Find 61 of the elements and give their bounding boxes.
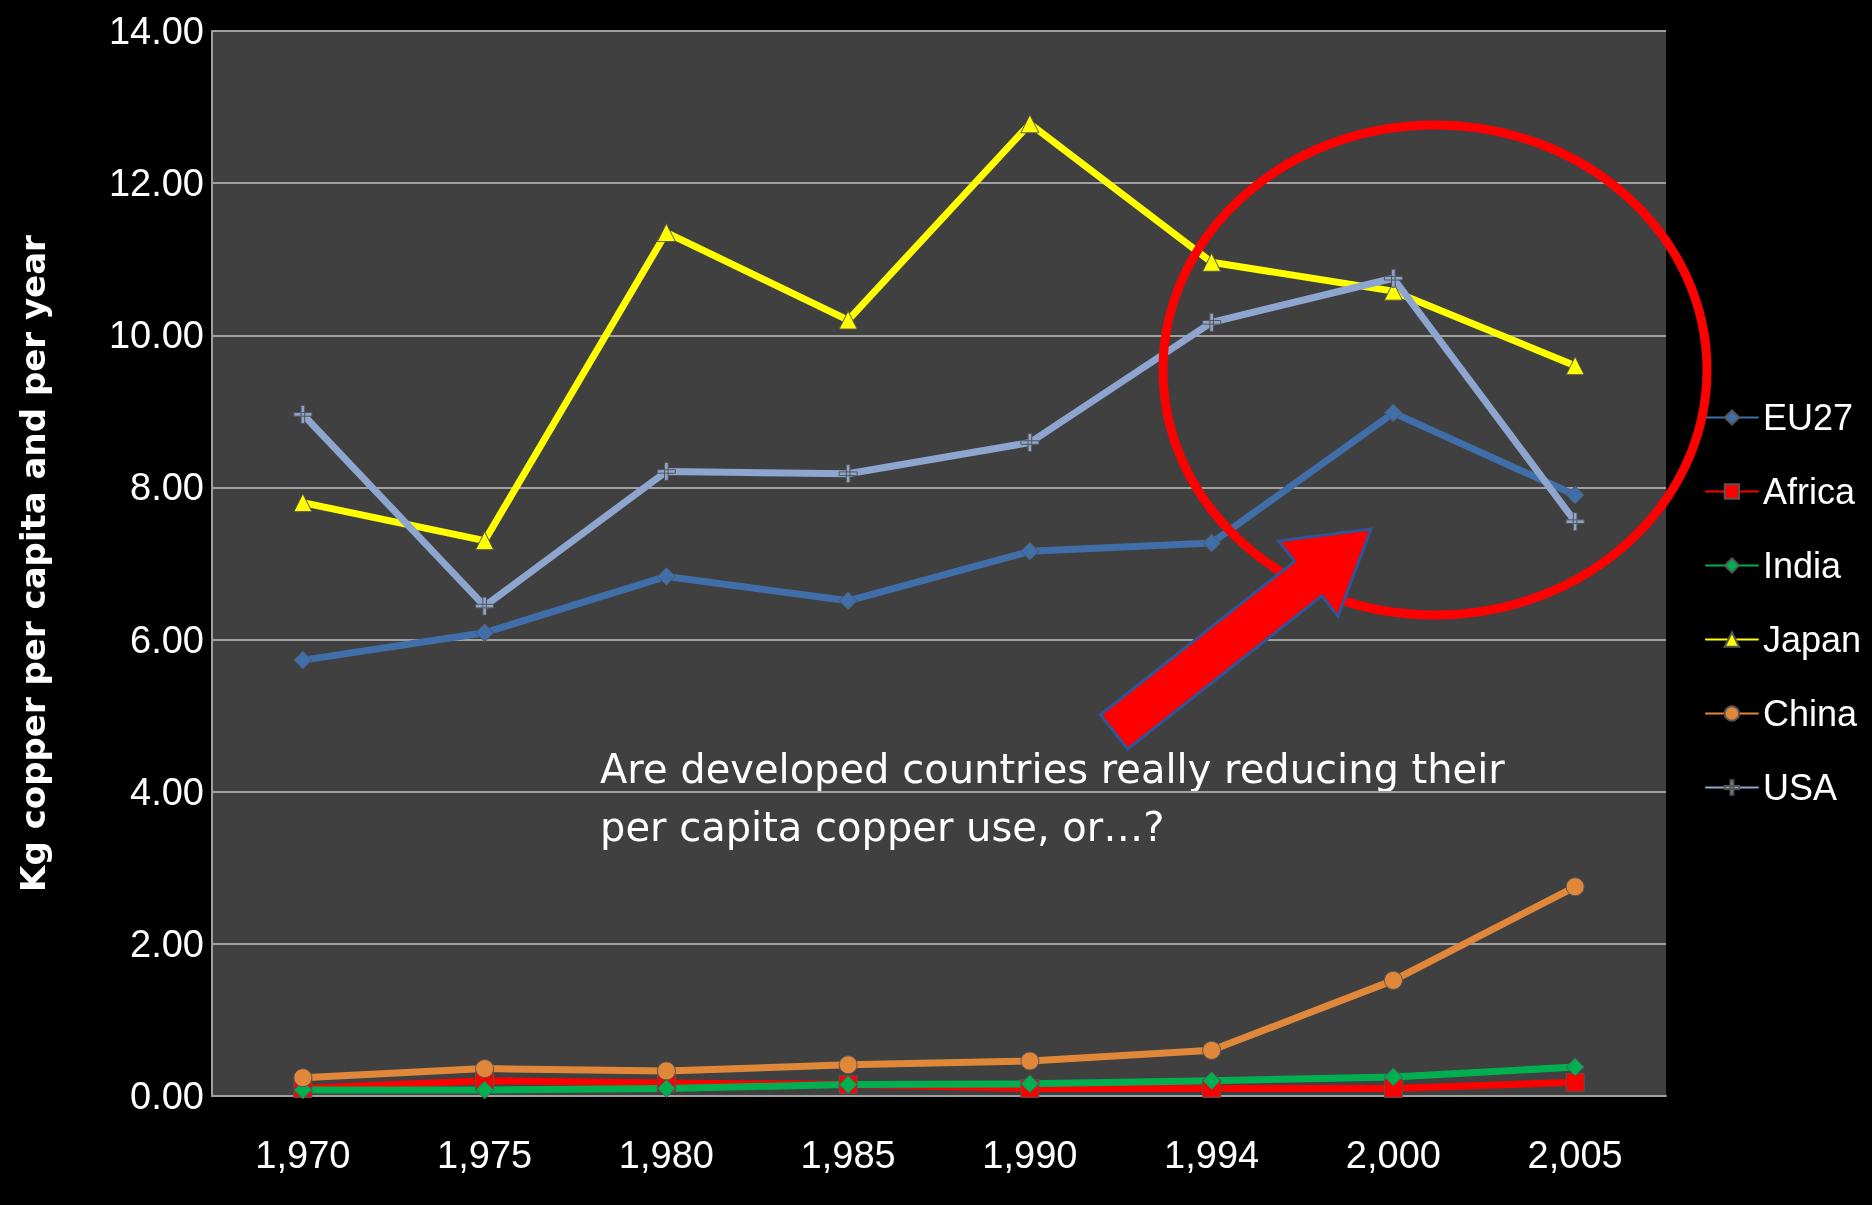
x-tick-label: 2,005: [1527, 1134, 1623, 1176]
point: [475, 596, 495, 616]
x-tick-label: 2,000: [1345, 1134, 1441, 1176]
x-tick-label: 1,990: [982, 1134, 1078, 1176]
point: [656, 223, 676, 243]
point: [838, 464, 858, 484]
point: [1202, 312, 1222, 332]
legend-label: India: [1762, 545, 1842, 586]
point: [1565, 877, 1585, 897]
point: [1020, 541, 1040, 561]
y-tick-label: 4.00: [130, 770, 204, 813]
x-tick-label: 1,994: [1164, 1134, 1260, 1176]
point: [1383, 403, 1403, 423]
point: [1202, 252, 1222, 272]
point: [1020, 1051, 1040, 1071]
point: [293, 1068, 313, 1088]
point: [1383, 268, 1403, 288]
point: [838, 310, 858, 330]
point: [475, 1080, 495, 1100]
point: [475, 1059, 495, 1079]
legend-label: China: [1762, 693, 1858, 734]
point: [293, 404, 313, 424]
point: [1565, 1072, 1585, 1092]
legend-label: EU27: [1762, 397, 1853, 438]
point: [1383, 970, 1403, 990]
x-tick-label: 1,970: [255, 1134, 351, 1176]
point: [1565, 485, 1585, 505]
point: [656, 1078, 676, 1098]
y-tick-label: 8.00: [130, 466, 204, 509]
y-tick-label: 0.00: [130, 1075, 204, 1117]
y-tick-label: 10.00: [108, 314, 204, 357]
y-tick-label: 12.00: [108, 162, 204, 205]
legend-label: Japan: [1762, 619, 1862, 660]
y-tick-label: 14.00: [108, 10, 204, 52]
point: [1383, 1067, 1403, 1087]
x-tick-label: 1,980: [618, 1134, 714, 1176]
legend-label: USA: [1762, 767, 1837, 808]
point: [1565, 512, 1585, 532]
y-tick-label: 2.00: [130, 922, 204, 965]
point: [838, 1055, 858, 1075]
point: [1565, 356, 1585, 376]
point: [838, 591, 858, 611]
point: [1565, 1057, 1585, 1077]
point: [656, 1061, 676, 1081]
x-tick-label: 1,975: [437, 1134, 533, 1176]
annotation: Are developed countries really reducing their per capita copper use, or…?: [600, 746, 1506, 850]
point: [656, 566, 676, 586]
y-tick-label: 6.00: [130, 618, 204, 661]
point: [1020, 114, 1040, 134]
point: [475, 531, 495, 551]
point: [1202, 1040, 1222, 1060]
point: [293, 650, 313, 670]
point: [475, 623, 495, 643]
point: [1202, 1071, 1222, 1091]
point: [656, 461, 676, 481]
legend-label: Africa: [1762, 471, 1856, 512]
point: [1202, 533, 1222, 553]
point: [293, 493, 313, 513]
x-tick-label: 1,985: [800, 1134, 896, 1176]
point: [1020, 433, 1040, 453]
y-axis-title: Kg copper per capita and per year: [13, 234, 53, 892]
